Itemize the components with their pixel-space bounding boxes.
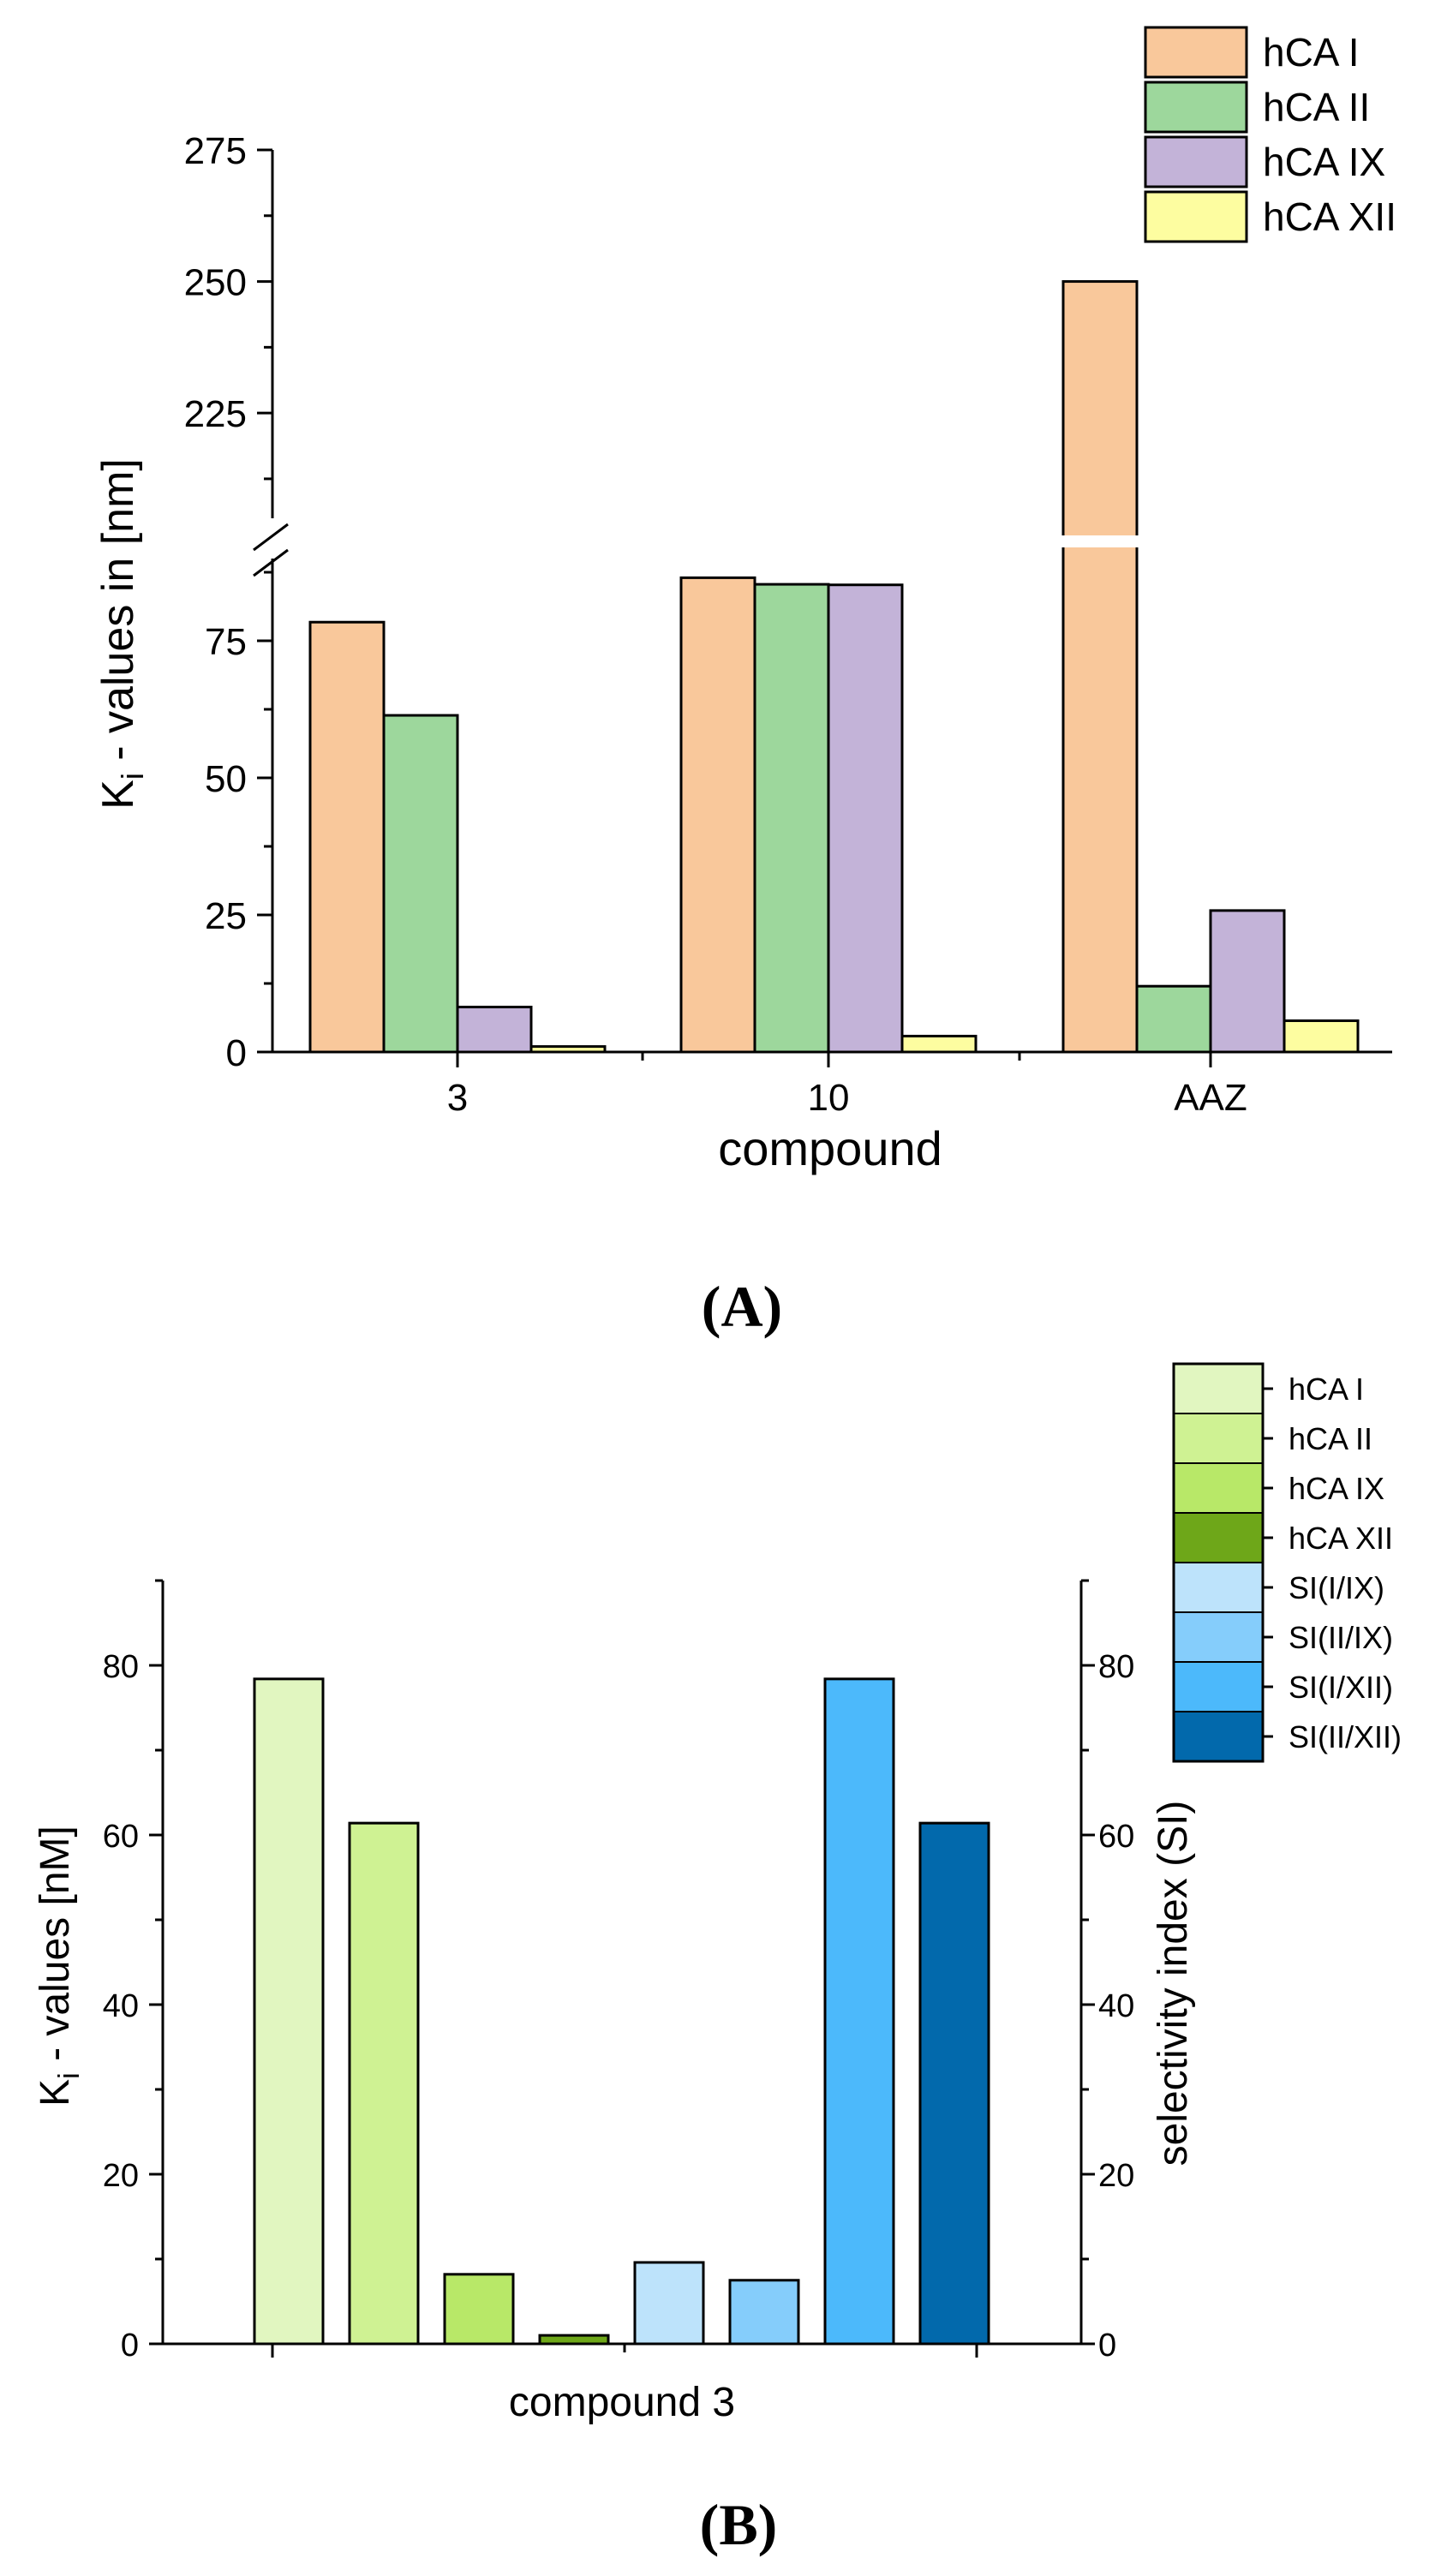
chart-a-ytick-label: 225 xyxy=(184,393,247,435)
chart-b-legend-swatch-si-ii-xii xyxy=(1173,1711,1264,1762)
chart-b-ytick-label: 40 xyxy=(103,1988,139,2024)
chart-a-bar-3-hca-i xyxy=(308,620,386,1054)
chart-b-y2label: selectivity index (SI) xyxy=(1151,1801,1196,2167)
chart-b-legend-swatch-hca-i xyxy=(1173,1363,1264,1414)
chart-a-bar-aaz-hca-i xyxy=(1061,280,1139,1054)
chart-b-legend-label: hCA IX xyxy=(1289,1471,1384,1506)
chart-a-legend-label: hCA XII xyxy=(1263,194,1396,239)
chart-a-ytick-label: 250 xyxy=(184,262,247,304)
chart-b-bar-si-ii-ix xyxy=(728,2279,800,2346)
chart-b-ytick-label: 20 xyxy=(103,2158,139,2194)
chart-a-legend-label: hCA II xyxy=(1263,85,1370,129)
chart-b-bar-si-ii-xii xyxy=(918,1821,990,2346)
chart-b-y2tick-label: 0 xyxy=(1098,2328,1116,2364)
chart-b-legend-label: hCA I xyxy=(1289,1372,1364,1407)
chart-a-xtick-label: 10 xyxy=(808,1077,850,1119)
chart-a-legend-label: hCA I xyxy=(1263,30,1360,75)
chart-a-panel-label: (A) xyxy=(702,1274,782,1339)
chart-b-legend-label: SI(I/XII) xyxy=(1289,1670,1393,1705)
chart-a-bar-3-hca-ii xyxy=(382,714,459,1054)
chart-a-bar-10-hca-ii xyxy=(753,583,830,1054)
chart-a-break-mark xyxy=(253,548,289,577)
chart-b-legend-label: SI(II/IX) xyxy=(1289,1620,1393,1655)
chart-b-legend-frame xyxy=(1172,1362,1265,1763)
chart-a-legend-swatch-hca-ix xyxy=(1144,135,1248,188)
chart-a-bar-aaz-hca-xii xyxy=(1283,1019,1360,1054)
chart-b-ytick-label: 80 xyxy=(103,1649,139,1685)
chart-a-break-mark xyxy=(253,523,289,552)
chart-a-ylabel: Ki - values in [nm] xyxy=(93,458,150,810)
chart-b-legend-swatch-hca-ii xyxy=(1173,1413,1264,1464)
chart-a-legend-swatch-hca-xii xyxy=(1144,190,1248,243)
chart-b-ylabel: Ki - values [nM] xyxy=(33,1826,86,2107)
chart-a-xtick-label: AAZ xyxy=(1174,1077,1247,1119)
chart-b-ytick-label: 60 xyxy=(103,1819,139,1855)
chart-b-legend-swatch-si-ii-ix xyxy=(1173,1611,1264,1663)
chart-a-xlabel: compound xyxy=(718,1121,942,1175)
chart-b-legend-swatch-si-i-xii xyxy=(1173,1661,1264,1712)
chart-b-xlabel: compound 3 xyxy=(509,2380,735,2425)
chart-a-bar-aaz-hca-ix xyxy=(1209,909,1286,1054)
chart-b-legend-swatch-hca-xii xyxy=(1173,1512,1264,1563)
chart-a-bar-10-hca-i xyxy=(679,576,756,1054)
chart-b-y2tick-label: 60 xyxy=(1098,1819,1134,1855)
chart-a-ytick-label: 0 xyxy=(226,1032,247,1074)
chart-b-ytick-label: 0 xyxy=(121,2328,139,2364)
chart-b-panel-label: (B) xyxy=(700,2492,778,2557)
chart-a-legend-swatch-hca-i xyxy=(1144,26,1248,79)
chart-b-bar-hca-ix xyxy=(443,2273,515,2346)
chart-b-legend-label: SI(I/IX) xyxy=(1289,1570,1384,1605)
chart-a-bar-10-hca-xii xyxy=(900,1034,978,1054)
chart-b-legend-label: hCA XII xyxy=(1289,1521,1393,1556)
chart-b-bar-si-i-ix xyxy=(633,2261,705,2346)
chart-b-y2tick-label: 80 xyxy=(1098,1649,1134,1685)
chart-b-legend-label: hCA II xyxy=(1289,1421,1372,1456)
chart-a-bar-10-hca-ix xyxy=(827,583,904,1054)
chart-a-bar-aaz-hca-ii xyxy=(1135,984,1212,1054)
chart-a-ytick-label: 50 xyxy=(205,758,247,800)
chart-b-legend-swatch-hca-ix xyxy=(1173,1462,1264,1514)
chart-a-legend-swatch-hca-ii xyxy=(1144,81,1248,134)
chart-b-bar-hca-i xyxy=(253,1677,325,2346)
chart-a-ytick-label: 275 xyxy=(184,130,247,172)
chart-b-y2tick-label: 20 xyxy=(1098,2158,1134,2194)
chart-b-y2tick-label: 40 xyxy=(1098,1988,1134,2024)
chart-a-xtick-label: 3 xyxy=(447,1077,468,1119)
chart-b-legend-label: SI(II/XII) xyxy=(1289,1719,1402,1754)
chart-a-ytick-label: 75 xyxy=(205,621,247,663)
chart-b-legend-swatch-si-i-ix xyxy=(1173,1562,1264,1613)
chart-a-bar-3-hca-ix xyxy=(456,1006,533,1054)
chart-a-break-gap xyxy=(1060,535,1140,547)
chart-a-legend-label: hCA IX xyxy=(1263,140,1385,184)
chart-b-bar-hca-ii xyxy=(348,1821,420,2346)
chart-a-ytick-label: 25 xyxy=(205,895,247,937)
chart-b-bar-si-i-xii xyxy=(823,1677,895,2346)
